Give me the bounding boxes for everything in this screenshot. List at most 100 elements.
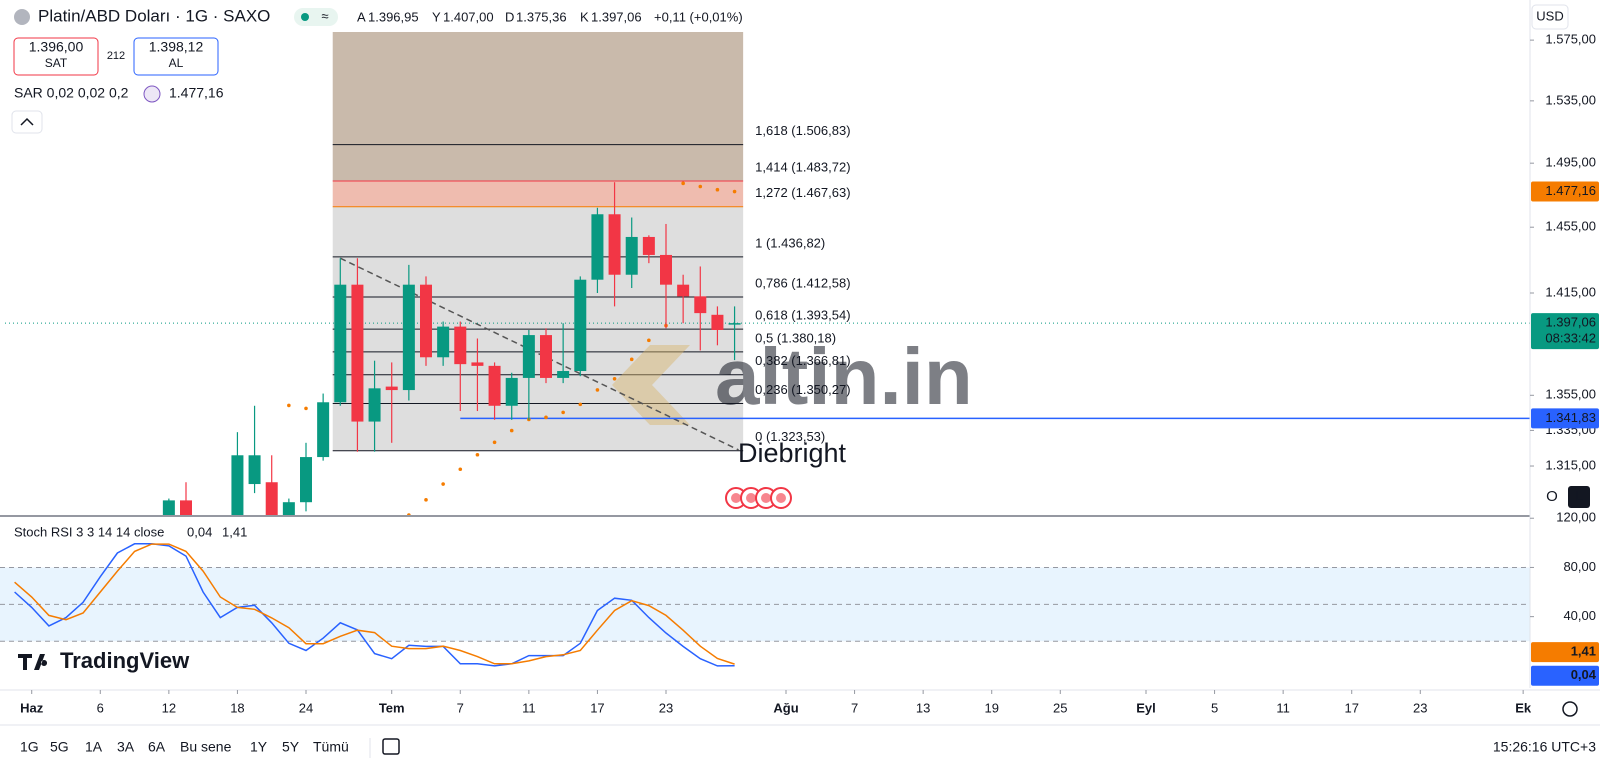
watermark-icon bbox=[612, 345, 690, 425]
sell-price: 1.396,00 bbox=[29, 39, 84, 55]
fib-zone bbox=[332, 297, 744, 330]
sar-dot bbox=[458, 467, 463, 472]
fib-label: 0,382 (1.366,81) bbox=[755, 353, 850, 368]
x-tick-label: 11 bbox=[522, 700, 536, 715]
fib-label: 0,786 (1.412,58) bbox=[755, 275, 850, 290]
x-tick-label: 17 bbox=[1344, 700, 1358, 715]
candle-body bbox=[162, 500, 175, 515]
price-tag bbox=[1531, 181, 1599, 202]
candle-body bbox=[368, 388, 381, 422]
range-button[interactable]: 5G bbox=[50, 739, 69, 755]
watermark-author: Diebright bbox=[738, 438, 847, 468]
sar-dot bbox=[304, 406, 308, 411]
collapse-button[interactable] bbox=[11, 110, 43, 134]
fib-zone bbox=[332, 403, 744, 451]
sell-label: SAT bbox=[45, 56, 68, 70]
x-tick-label: 18 bbox=[230, 700, 244, 715]
sar-dot bbox=[561, 410, 565, 415]
candle-body bbox=[728, 323, 741, 325]
symbol-icon bbox=[14, 9, 30, 25]
candle-body bbox=[385, 386, 398, 391]
currency-box[interactable] bbox=[1531, 4, 1569, 30]
stoch-line bbox=[14, 543, 735, 665]
candle-body bbox=[437, 326, 450, 358]
sar-dot bbox=[732, 189, 737, 194]
fib-zone bbox=[332, 351, 744, 375]
x-tick-label: 24 bbox=[299, 700, 313, 715]
ohlc-bg bbox=[342, 0, 734, 32]
range-button[interactable]: 1A bbox=[85, 739, 103, 755]
price-tag-label: 1.341,83 bbox=[1545, 410, 1596, 425]
candle-body bbox=[522, 335, 535, 378]
fib-label: 0,5 (1.380,18) bbox=[755, 330, 836, 345]
candle-body bbox=[488, 365, 501, 406]
x-tick-label: 6 bbox=[97, 700, 104, 715]
event-flag-dot bbox=[776, 493, 786, 503]
settings-icon[interactable] bbox=[1562, 701, 1578, 717]
sar-dot bbox=[424, 498, 428, 502]
candle-body bbox=[694, 296, 707, 314]
candle-body bbox=[282, 502, 295, 515]
candle-body bbox=[317, 402, 330, 458]
fib-zone bbox=[332, 181, 744, 207]
buy-button[interactable] bbox=[133, 37, 219, 76]
range-button[interactable]: Bu sene bbox=[180, 739, 232, 755]
sar-dot bbox=[698, 184, 703, 189]
calendar-icon[interactable] bbox=[382, 738, 400, 755]
range-button[interactable]: 5Y bbox=[282, 739, 300, 755]
candle-body bbox=[660, 254, 672, 285]
fib-label: 1,272 (1.467,63) bbox=[755, 185, 850, 200]
scale-button-bg[interactable] bbox=[1568, 486, 1590, 508]
x-tick-label: 23 bbox=[1413, 700, 1427, 715]
candle-body bbox=[248, 455, 261, 485]
sar-dot bbox=[509, 428, 514, 433]
stoch-tag-label: 1,41 bbox=[1571, 644, 1596, 659]
x-tick-label: 12 bbox=[162, 700, 176, 715]
buy-price: 1.398,12 bbox=[149, 39, 204, 55]
fib-label: 1 (1.436,82) bbox=[755, 235, 825, 250]
ohlc-value: 1.396,95 bbox=[368, 9, 419, 24]
candle-body bbox=[711, 314, 724, 330]
ohlc-change: +0,11 (+0,01%) bbox=[654, 9, 743, 24]
ohlc-value: 1.397,06 bbox=[591, 9, 642, 24]
range-button[interactable]: 6A bbox=[148, 739, 166, 755]
stoch-tag-label: 0,04 bbox=[1571, 667, 1597, 682]
candle-body bbox=[334, 284, 347, 403]
ohlc-value: 1.375,36 bbox=[516, 9, 567, 24]
watermark-logo: altin.in bbox=[715, 332, 973, 421]
price-tag bbox=[1531, 313, 1599, 350]
range-button[interactable]: 1Y bbox=[250, 739, 268, 755]
sell-button[interactable] bbox=[13, 37, 99, 76]
countdown: 08:33:42 bbox=[1545, 331, 1596, 346]
indicator-icon[interactable] bbox=[143, 85, 161, 103]
symbol: Platin/ABD Doları · 1G · SAXO bbox=[38, 6, 270, 25]
collapse-icon bbox=[20, 117, 34, 126]
candle-body bbox=[351, 284, 364, 422]
y-tick-label: 1.495,00 bbox=[1545, 155, 1596, 170]
range-button[interactable]: 1G bbox=[20, 739, 39, 755]
fib-zone bbox=[332, 374, 744, 404]
event-flag-dot bbox=[746, 493, 756, 503]
fib-zone bbox=[332, 256, 744, 298]
price-tag-label: 1.477,16 bbox=[1545, 183, 1596, 198]
currency: USD bbox=[1536, 8, 1563, 23]
ohlc-key: D bbox=[505, 9, 514, 24]
range-button[interactable]: Tümü bbox=[313, 739, 349, 755]
candle-body bbox=[420, 284, 432, 358]
ohlc-key: K bbox=[580, 9, 589, 24]
fib-label: 0,618 (1.393,54) bbox=[755, 308, 850, 323]
candle-body bbox=[180, 500, 192, 515]
x-tick-label: Haz bbox=[20, 700, 44, 715]
fib-zone bbox=[332, 32, 744, 145]
ohlc-value: 1.407,00 bbox=[443, 9, 494, 24]
candle-body bbox=[471, 362, 484, 366]
sar-dot bbox=[681, 181, 685, 186]
sar-dot bbox=[715, 187, 720, 192]
y-tick-label: 40,00 bbox=[1563, 608, 1596, 623]
y-tick-label: 1.535,00 bbox=[1545, 92, 1596, 107]
range-button[interactable]: 3A bbox=[117, 739, 135, 755]
x-tick-label: 23 bbox=[659, 700, 673, 715]
y-tick-label: 1.315,00 bbox=[1545, 457, 1596, 472]
indicator-value: 1.477,16 bbox=[169, 85, 224, 101]
